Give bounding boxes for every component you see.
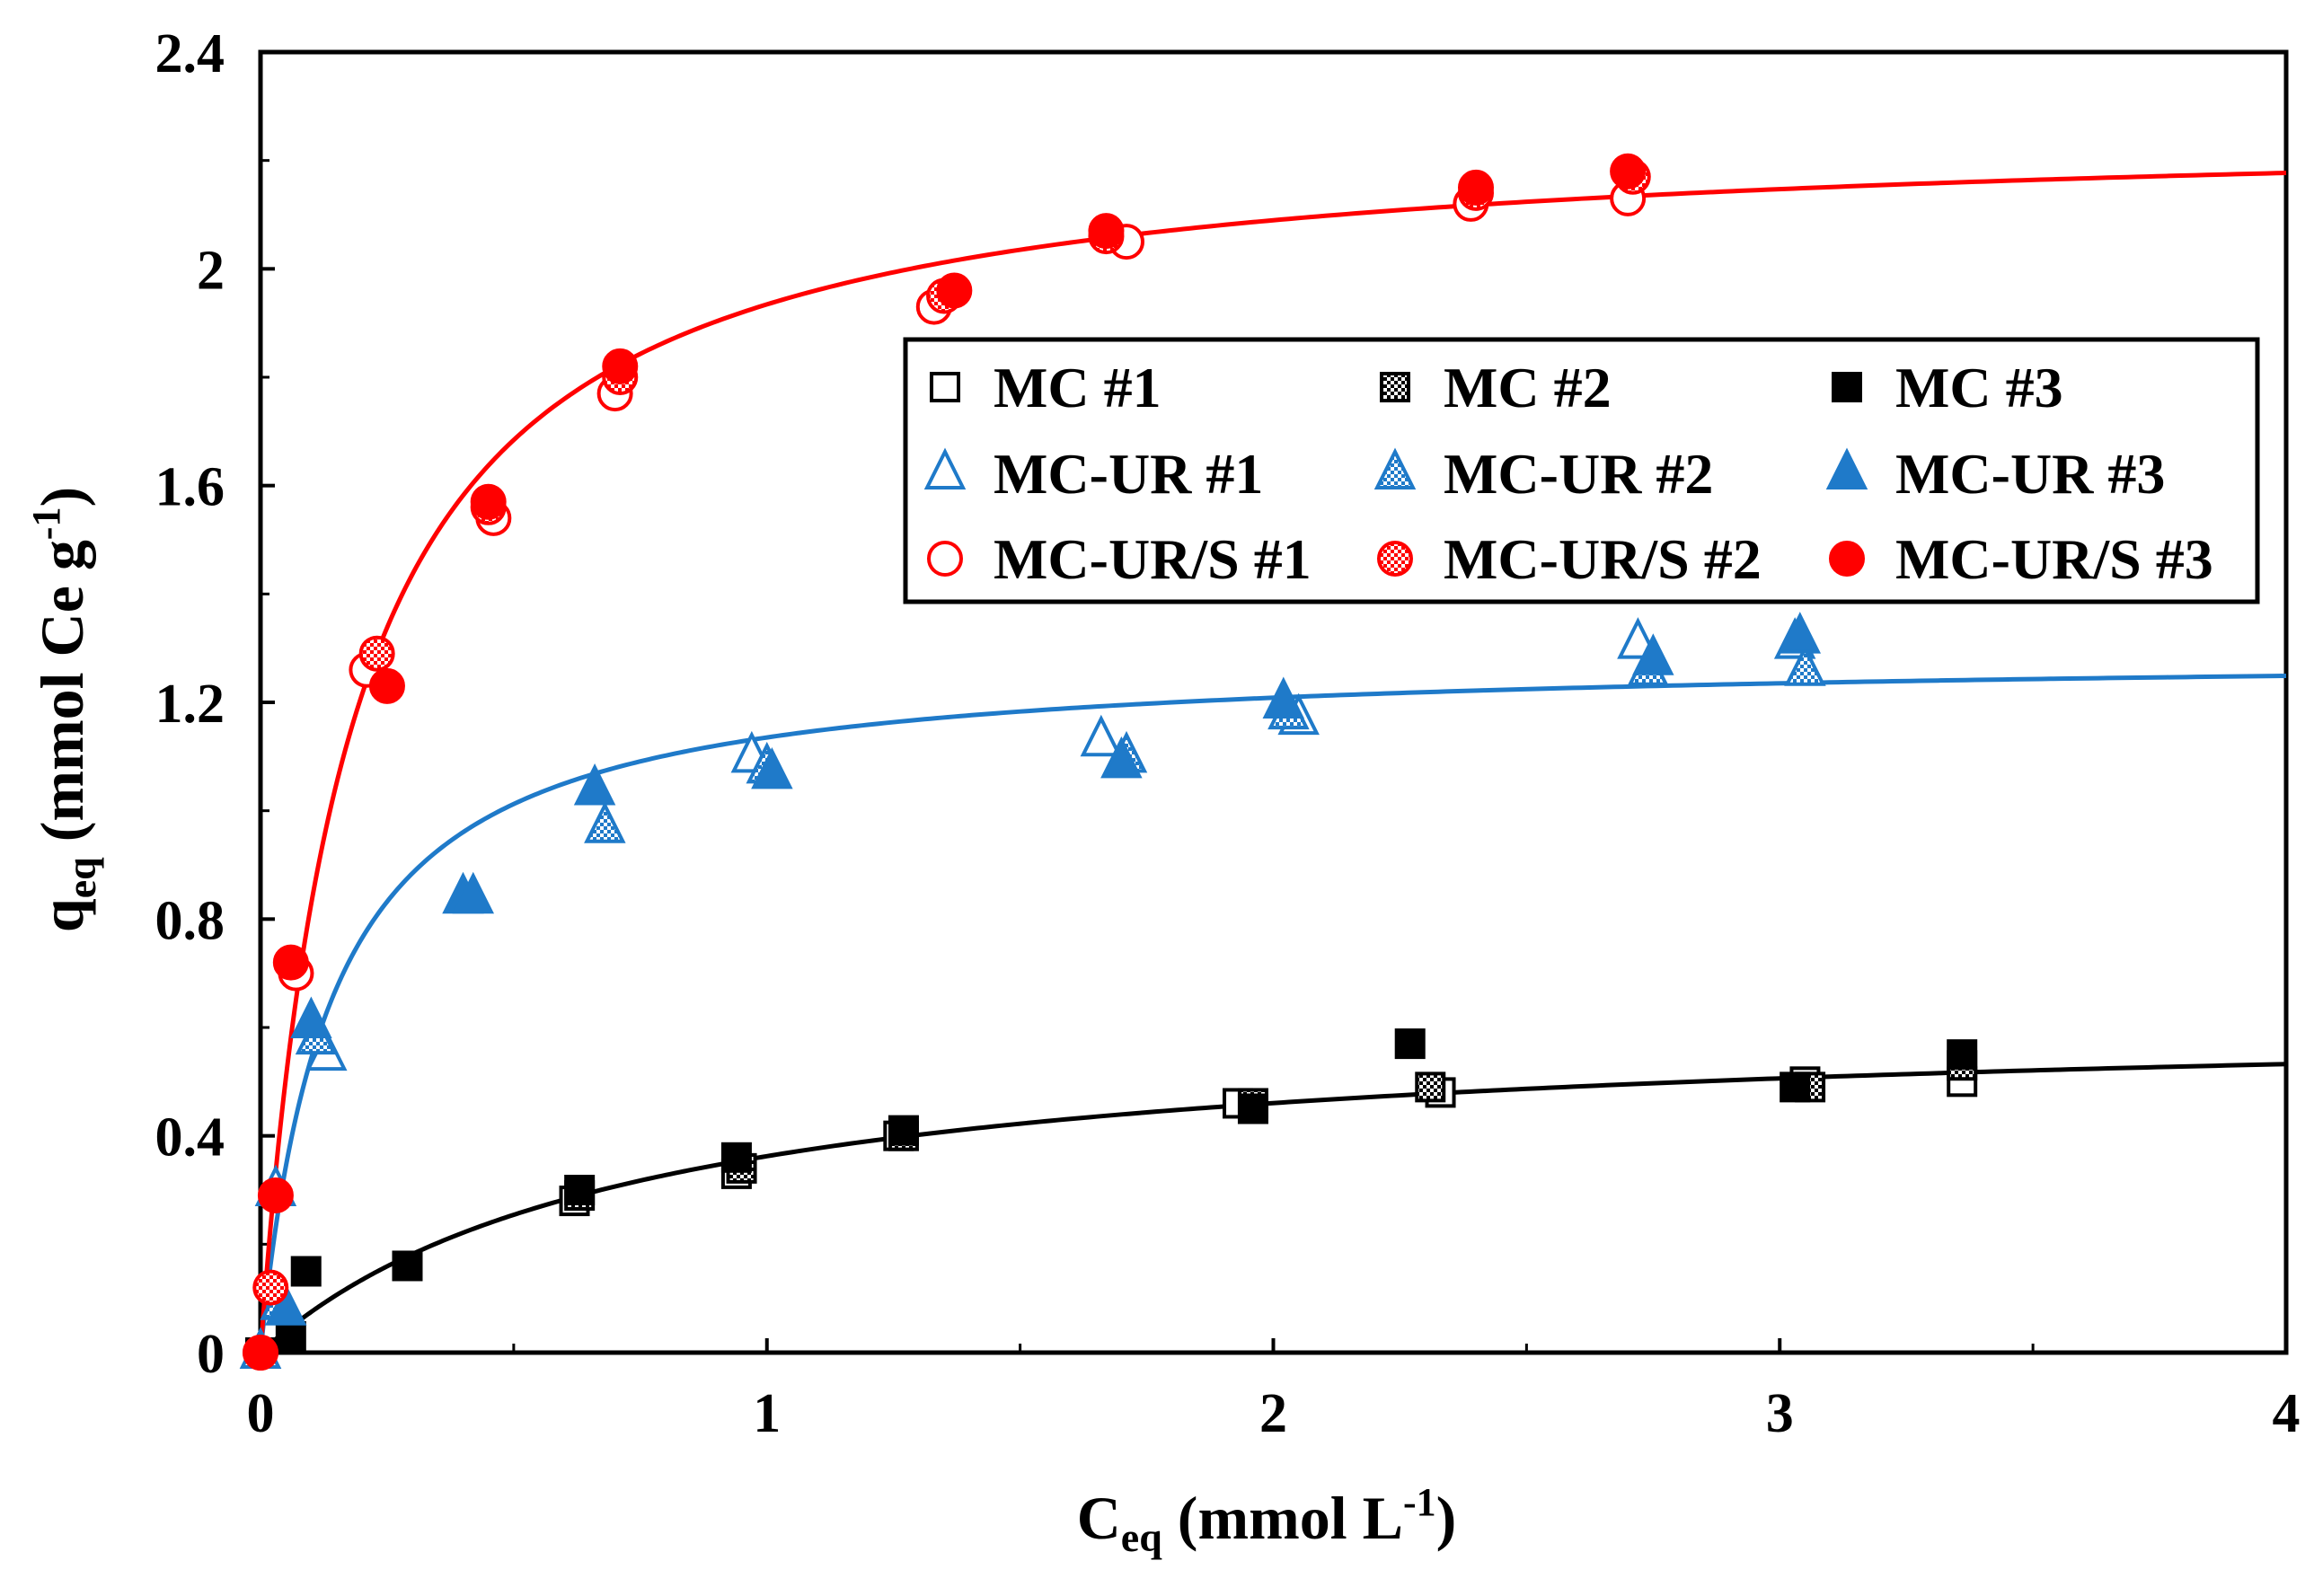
fit-line-mc-ur-s	[258, 171, 2287, 1354]
legend-marker-mc-ur-s-3	[1829, 541, 1865, 577]
legend-label: MC-UR #2	[1444, 442, 1713, 506]
legend-marker-mc-ur-s-2	[1377, 541, 1413, 577]
y-axis-ticks: 0 0.4 0.8 1.2 1.6 2 2.4	[155, 23, 275, 1385]
y-tick-label: 2	[197, 240, 225, 301]
mc-ur-3-point	[1262, 676, 1305, 719]
legend-marker-mc-3	[1832, 372, 1862, 402]
mc-3-point	[888, 1115, 919, 1146]
mc-ur-s-2-point	[252, 1269, 289, 1306]
legend-item-mc-2: MC #2	[1380, 356, 1612, 419]
legend-label: MC-UR/S #2	[1444, 527, 1762, 591]
legend-item-mc-ur-s-2: MC-UR/S #2	[1377, 527, 1762, 591]
legend-label: MC-UR #1	[994, 442, 1263, 506]
mc-ur-s-3-point	[936, 272, 973, 309]
legend-label: MC-UR #3	[1895, 442, 2165, 506]
mc-3-point	[392, 1250, 423, 1282]
mc-ur-2-point	[1784, 644, 1826, 686]
legend-label: MC #2	[1444, 356, 1612, 419]
x-tick-label: 4	[2273, 1383, 2301, 1444]
legend-marker-mc-ur-2	[1373, 447, 1417, 489]
y-tick-label: 0.8	[155, 890, 225, 951]
mc-3-point	[290, 1256, 322, 1287]
legend-label: MC #3	[1895, 356, 2063, 419]
mc-ur-3-point	[290, 996, 332, 1038]
mc-2-point	[1415, 1071, 1446, 1103]
legend-item-mc-ur-s-1: MC-UR/S #1	[927, 527, 1312, 591]
mc-3-point	[1394, 1028, 1426, 1060]
legend-label: MC #1	[994, 356, 1161, 419]
data-points	[239, 153, 1978, 1371]
legend-item-mc-ur-3: MC-UR #3	[1825, 442, 2165, 506]
mc-3-point	[720, 1142, 752, 1173]
fit-line-mc-ur	[258, 674, 2287, 1354]
y-tick-label: 0.4	[155, 1107, 225, 1168]
mc-3-point	[564, 1175, 596, 1205]
mc-ur-3-point	[264, 1283, 307, 1326]
y-tick-label: 1.6	[155, 457, 225, 518]
mc-ur-s-3-point	[272, 944, 309, 981]
fit-line-mc	[259, 1062, 2287, 1354]
mc-3-point	[1237, 1093, 1268, 1124]
mc-ur-s-3-point	[602, 348, 639, 384]
mc-ur-s-3-point	[470, 483, 507, 520]
mc-ur-s-3-point	[1610, 153, 1647, 190]
y-tick-label: 2.4	[155, 23, 225, 84]
x-axis-ticks: 0 1 2 3 4	[247, 1338, 2301, 1444]
mc-ur-2-point	[584, 801, 626, 843]
legend-item-mc-ur-1: MC-UR #1	[923, 442, 1263, 506]
legend: MC #1 MC #2 MC #3 MC-UR #1 MC-UR #2 MC-UR #3 M…	[903, 337, 2260, 604]
legend-item-mc-1: MC #1	[930, 356, 1161, 419]
mc-ur-3-point	[1632, 633, 1674, 675]
mc-ur-3-point	[1100, 736, 1143, 779]
y-tick-label: 1.2	[155, 674, 225, 735]
legend-box	[903, 337, 2260, 604]
x-tick-label: 1	[753, 1383, 781, 1444]
y-tick-label: 0	[197, 1324, 225, 1385]
x-axis-label: Ceq (mmol L-1)	[1077, 1480, 1457, 1560]
y-axis-label: qeq (mmol Ce g-1)	[24, 487, 104, 932]
mc-ur-3-point	[573, 763, 616, 806]
legend-item-mc-ur-2: MC-UR #2	[1373, 442, 1713, 506]
x-tick-label: 3	[1766, 1383, 1794, 1444]
legend-marker-mc-2	[1380, 372, 1410, 402]
legend-label: MC-UR/S #1	[994, 527, 1312, 591]
mc-ur-s-3-point	[1088, 213, 1125, 250]
mc-ur-3-point	[751, 746, 793, 789]
legend-item-mc-ur-s-3: MC-UR/S #3	[1829, 527, 2213, 591]
legend-item-mc-3: MC #3	[1832, 356, 2063, 419]
mc-ur-s-3-point	[1458, 169, 1494, 206]
mc-3-point	[1780, 1071, 1811, 1103]
mc-ur-3-point	[452, 871, 495, 914]
x-tick-label: 2	[1259, 1383, 1287, 1444]
legend-label: MC-UR/S #3	[1895, 527, 2213, 591]
mc-ur-s-3-point	[368, 667, 405, 704]
legend-marker-mc-ur-1	[923, 447, 967, 489]
legend-marker-mc-ur-3	[1825, 447, 1868, 489]
legend-marker-mc-ur-s-1	[927, 541, 963, 577]
mc-3-point	[1947, 1039, 1978, 1071]
mc-ur-3-point	[1779, 612, 1822, 654]
mc-ur-1-point	[1080, 714, 1123, 757]
mc-3-point	[275, 1320, 306, 1352]
mc-ur-s-3-point	[243, 1335, 278, 1371]
x-tick-label: 0	[247, 1383, 275, 1444]
mc-ur-s-3-point	[257, 1177, 294, 1214]
mc-ur-s-2-point	[358, 635, 395, 672]
legend-marker-mc-1	[930, 372, 960, 402]
